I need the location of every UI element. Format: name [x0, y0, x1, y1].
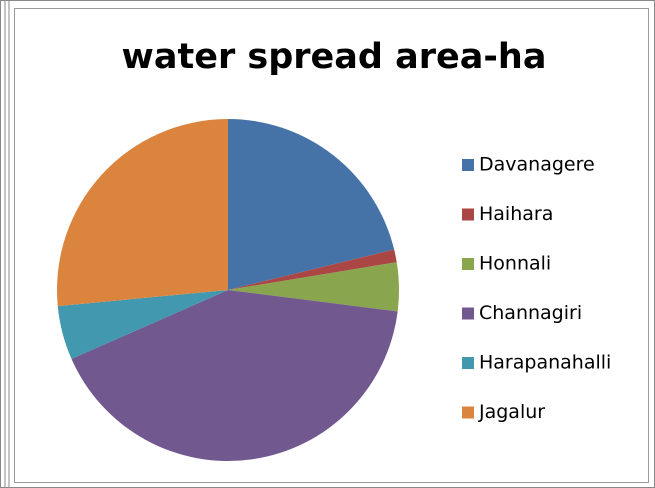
- legend-label: Davanagere: [479, 154, 595, 176]
- legend-swatch: [462, 406, 474, 419]
- pie-slice: [71, 290, 398, 461]
- legend-label: Channagiri: [479, 302, 582, 324]
- legend-swatch: [462, 357, 474, 369]
- legend-label: Jagalur: [478, 401, 545, 423]
- legend-swatch: [462, 307, 474, 320]
- chart-title: water spread area-ha: [122, 37, 547, 77]
- legend-label: Honnali: [479, 253, 551, 275]
- legend-swatch: [462, 159, 474, 171]
- pie-slice: [56, 119, 228, 307]
- legend-swatch: [462, 258, 474, 270]
- legend-swatch: [462, 208, 474, 221]
- pie-slice: [57, 290, 228, 359]
- legend-label: Harapanahalli: [479, 352, 611, 374]
- legend-label: Haihara: [479, 203, 553, 225]
- pie-slice: [228, 249, 397, 290]
- pie-slice: [228, 262, 399, 312]
- pie-slice: [228, 119, 395, 290]
